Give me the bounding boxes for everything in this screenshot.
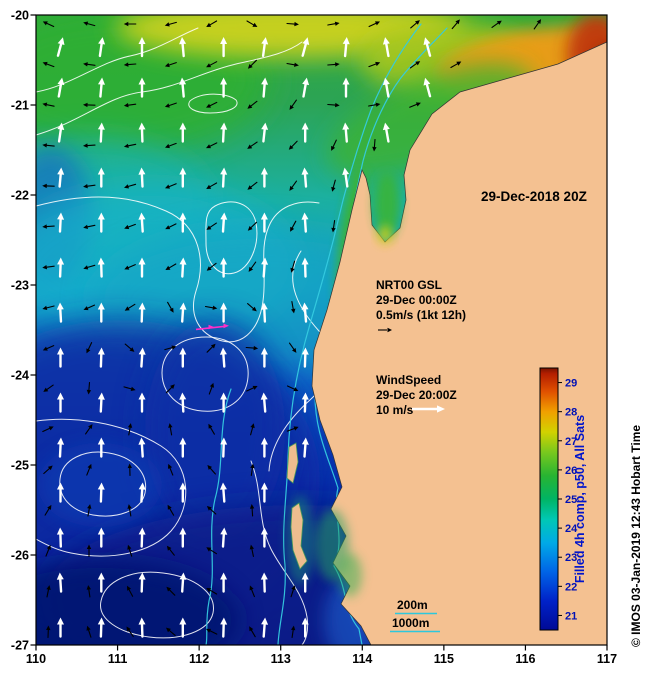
bathy-200m-label: 200m <box>397 598 428 612</box>
y-tick-label: -21 <box>11 99 29 113</box>
x-tick-label: 113 <box>271 652 291 666</box>
x-tick-label: 116 <box>515 652 535 666</box>
x-tick-label: 117 <box>597 652 617 666</box>
bathy-1000m-label: 1000m <box>392 616 429 630</box>
y-tick-label: -20 <box>11 9 29 23</box>
wind-legend-line2: 29-Dec 20:00Z <box>376 388 457 402</box>
x-axis: 110 111 112 113 114 115 116 117 <box>26 645 617 666</box>
colorbar-gradient <box>540 368 558 630</box>
x-tick-label: 111 <box>108 652 128 666</box>
wind-legend-line1: WindSpeed <box>376 373 441 387</box>
y-tick-label: -24 <box>11 369 29 383</box>
x-tick-label: 114 <box>352 652 372 666</box>
current-legend-line1: NRT00 GSL <box>376 278 442 292</box>
y-tick-label: -27 <box>11 639 29 653</box>
colorbar-label: Filled 4h comp, p50, All Sats <box>573 415 587 583</box>
y-tick-label: -23 <box>11 279 29 293</box>
y-tick-label: -26 <box>11 549 29 563</box>
current-legend-line2: 29-Dec 00:00Z <box>376 293 457 307</box>
y-tick-label: -25 <box>11 459 29 473</box>
x-tick-label: 112 <box>189 652 209 666</box>
x-tick-label: 115 <box>434 652 454 666</box>
colorbar-tick-label: 29 <box>565 378 577 390</box>
credit-text: © IMOS 03-Jan-2019 12:43 Hobart Time <box>629 425 643 647</box>
colorbar-tick-label: 21 <box>565 610 577 622</box>
y-axis: -20 -21 -22 -23 -24 -25 -26 -27 <box>11 9 36 653</box>
current-legend-line3: 0.5m/s (1kt 12h) <box>376 308 466 322</box>
wind-legend-line3: 10 m/s <box>376 403 414 417</box>
y-tick-label: -22 <box>11 189 29 203</box>
datetime-label: 29-Dec-2018 20Z <box>481 189 587 204</box>
x-tick-label: 110 <box>26 652 46 666</box>
